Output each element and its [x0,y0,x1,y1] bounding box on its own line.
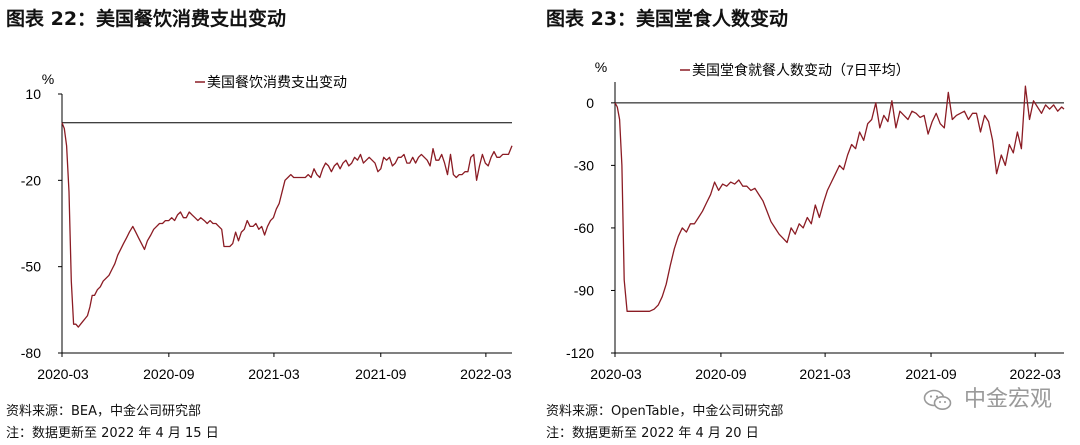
chart-panel-2: 图表 23：美国堂食人数变动 % 0 -30 -60 -90 -120 2020-03 202… [540,0,1080,445]
series-line [61,122,513,328]
x-tick-label: 2020-03 [590,366,642,380]
x-tick-label: 2020-09 [695,366,747,380]
y-tick-label: -60 [574,220,594,236]
y-tick-label: -30 [574,157,594,173]
source-note: 资料来源：BEA，中金公司研究部 [6,404,202,419]
x-tick-label: 2021-03 [248,366,300,380]
y-axis-unit-label: % [595,59,607,75]
x-tick-label: 2021-03 [799,366,851,380]
y-tick-label: -20 [21,172,41,188]
y-tick-label: 0 [586,95,594,111]
x-tick-label: 2021-09 [355,366,407,380]
source-note: 资料来源：OpenTable，中金公司研究部 [546,404,784,419]
chart-1: %10 -20 -50 -80 2020-03 2020-09 2021-03 2021-09… [21,71,513,380]
y-tick-label: 10 [25,86,41,102]
x-tick-label: 2022-03 [1010,366,1062,380]
x-tick-label: 2020-09 [143,366,195,380]
x-tick-label: 2020-03 [37,366,89,380]
watermark-text: 中金宏观 [963,387,1052,412]
series-line [614,85,1065,312]
y-tick-label: -50 [21,259,41,275]
update-note: 注：数据更新至 2022 年 4 月 20 日 [546,426,759,441]
legend-label: 美国堂食就餐人数变动（7日平均） [692,62,910,78]
figure-title: 图表 23：美国堂食人数变动 [546,8,789,30]
y-tick-label: -80 [21,345,41,361]
figure-title: 图表 22：美国餐饮消费支出变动 [6,8,287,30]
update-note: 注：数据更新至 2022 年 4 月 15 日 [6,426,219,441]
x-tick-label: 2022-03 [460,366,512,380]
legend-label: 美国餐饮消费支出变动 [207,74,347,90]
chart-2: % 0 -30 -60 -90 -120 2020-03 2020-09 2021-03 2021… [566,59,1065,380]
wechat-icon [923,389,952,410]
y-axis-unit-label: % [42,71,54,87]
chart-panel-1: 图表 22：美国餐饮消费支出变动 % 10 -20 -50 -80 2020-03 2020… [6,8,513,441]
watermark: 中金宏观 [923,381,1052,413]
x-tick-label: 2021-09 [905,366,957,380]
y-tick-label: -120 [566,345,594,361]
y-tick-label: -90 [574,282,594,298]
